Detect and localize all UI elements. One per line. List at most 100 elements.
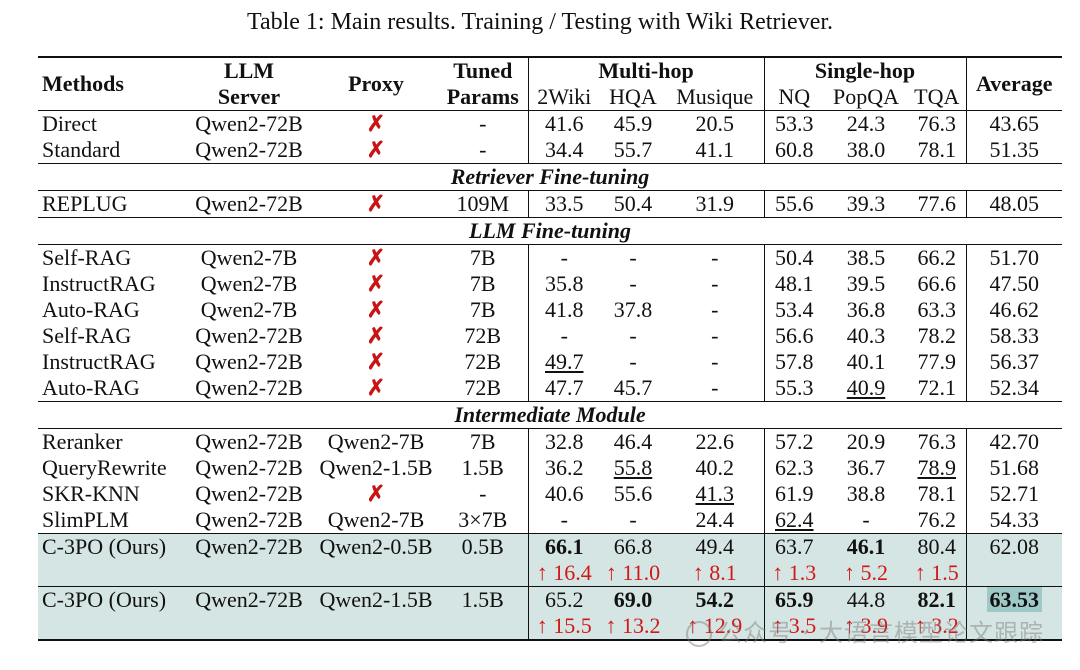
best-average-value: 63.53 (986, 587, 1043, 612)
proxy-model: Qwen2-1.5B (319, 455, 433, 480)
cell: - (629, 323, 637, 348)
delta-cell: ↑ 16.4 (528, 560, 600, 587)
empty-cell (438, 560, 529, 587)
cell: 35.8 (545, 271, 584, 296)
average-cell: 54.33 (989, 507, 1040, 532)
table-row-delta: ↑ 16.4 ↑ 11.0 ↑ 8.1 ↑ 1.3 ↑ 5.2 ↑ 1.5 (38, 560, 1063, 587)
col-header-popqa: PopQA (833, 84, 900, 109)
cell: - (560, 245, 568, 270)
proxy-cross: ✗ (366, 191, 386, 216)
llm-server: Qwen2-72B (195, 375, 303, 400)
llm-server: Qwen2-72B (195, 111, 303, 136)
tuned-params: 109M (438, 190, 529, 218)
tuned-params: 7B (438, 428, 529, 455)
cell: 57.2 (775, 429, 814, 454)
table-row: SKR-KNN Qwen2-72B ✗ - 40.6 55.6 41.3 61.… (38, 481, 1062, 507)
average-cell: 47.50 (989, 271, 1040, 296)
cell: - (666, 375, 765, 402)
proxy-model: Qwen2-0.5B (314, 533, 438, 560)
cell: 41.8 (545, 297, 584, 322)
table-row: Standard Qwen2-72B ✗ - 34.4 55.7 41.1 60… (38, 137, 1062, 164)
empty-cell (184, 613, 314, 641)
cell: 55.6 (613, 481, 653, 506)
empty-cell (314, 560, 438, 587)
cell: 45.7 (613, 375, 653, 400)
cell: 63.3 (908, 297, 967, 323)
table-row: Self-RAG Qwen2-72B ✗ 72B - - - 56.6 40.3… (38, 323, 1062, 349)
col-header-hqa: HQA (609, 84, 657, 109)
method-name: SlimPLM (42, 507, 129, 532)
method-name: C-3PO (Ours) (38, 586, 184, 613)
proxy-cross: ✗ (366, 323, 386, 348)
tuned-params: 0.5B (438, 533, 529, 560)
average-cell: 43.65 (989, 111, 1040, 136)
average-cell: 46.62 (989, 297, 1040, 322)
delta-cell: ↑ 1.5 (908, 560, 967, 587)
llm-server: Qwen2-72B (195, 455, 303, 480)
header-row-2: Server Params 2Wiki HQA Musique NQ PopQA… (38, 84, 1063, 111)
delta-cell: ↑ 15.5 (528, 613, 600, 641)
cell: 66.1 (528, 533, 600, 560)
method-name: Reranker (42, 429, 123, 454)
cell: 77.6 (908, 190, 967, 218)
cell: 57.8 (775, 349, 814, 374)
cell: 36.2 (545, 455, 584, 480)
cell: 40.6 (545, 481, 584, 506)
col-header-proxy: Proxy (314, 56, 438, 111)
col-header-tuned-2: Params (438, 84, 529, 111)
cell: - (629, 507, 637, 532)
cell: 76.3 (908, 428, 967, 455)
cell: - (666, 349, 765, 375)
llm-server: Qwen2-72B (184, 533, 314, 560)
cell: 24.4 (666, 507, 765, 534)
cell: - (666, 297, 765, 323)
cell: 61.9 (775, 481, 814, 506)
cell: 77.9 (908, 349, 967, 375)
cell: 78.1 (908, 137, 967, 164)
cell: 40.9 (824, 375, 908, 402)
cell: - (862, 507, 870, 532)
col-header-average: Average (966, 56, 1063, 111)
table-row-ours: C-3PO (Ours) Qwen2-72B Qwen2-1.5B 1.5B 6… (38, 586, 1063, 613)
col-header-musique: Musique (666, 84, 765, 111)
col-header-tuned-1: Tuned (438, 56, 529, 84)
empty-cell (38, 560, 184, 587)
cell: 76.3 (908, 110, 967, 137)
cell: 50.4 (775, 245, 814, 270)
results-table: Methods LLM Proxy Tuned Multi-hop Single… (38, 56, 1063, 641)
tuned-params: - (438, 481, 529, 507)
table-row-ours: C-3PO (Ours) Qwen2-72B Qwen2-0.5B 0.5B 6… (38, 533, 1063, 560)
cell: - (560, 507, 568, 532)
method-name: Self-RAG (42, 245, 132, 270)
cell: 50.4 (613, 191, 653, 216)
table-row: Auto-RAG Qwen2-7B ✗ 7B 41.8 37.8 - 53.4 … (38, 297, 1062, 323)
cell: 49.4 (666, 533, 765, 560)
cell: 38.5 (846, 245, 886, 270)
cell: 41.3 (666, 481, 765, 507)
cell: 47.7 (545, 375, 584, 400)
method-name: InstructRAG (42, 271, 156, 296)
delta-cell: ↑ 5.2 (824, 560, 909, 587)
llm-server: Qwen2-72B (195, 481, 303, 506)
cell: 60.8 (775, 137, 814, 162)
cell: 20.9 (846, 429, 886, 454)
col-header-tqa: TQA (908, 84, 967, 111)
proxy-model: Qwen2-7B (327, 507, 425, 532)
proxy-model: Qwen2-7B (327, 429, 425, 454)
table-row: Auto-RAG Qwen2-72B ✗ 72B 47.7 45.7 - 55.… (38, 375, 1062, 402)
tuned-params: 72B (438, 323, 529, 349)
table-row: Self-RAG Qwen2-7B ✗ 7B - - - 50.4 38.5 6… (38, 244, 1062, 271)
llm-server: Qwen2-7B (200, 245, 298, 270)
proxy-cross: ✗ (366, 271, 386, 296)
underlined-value: 40.9 (846, 375, 886, 400)
cell: 80.4 (908, 533, 967, 560)
method-name: InstructRAG (42, 349, 156, 374)
cell: 24.3 (846, 111, 886, 136)
col-header-llm-2: Server (217, 84, 281, 109)
cell: 22.6 (666, 428, 765, 455)
cell: 55.3 (775, 375, 814, 400)
delta-cell: ↑ 11.0 (600, 560, 666, 587)
cell: 66.2 (908, 244, 967, 271)
cell: 55.8 (600, 455, 666, 481)
table-row: InstructRAG Qwen2-7B ✗ 7B 35.8 - - 48.1 … (38, 271, 1062, 297)
